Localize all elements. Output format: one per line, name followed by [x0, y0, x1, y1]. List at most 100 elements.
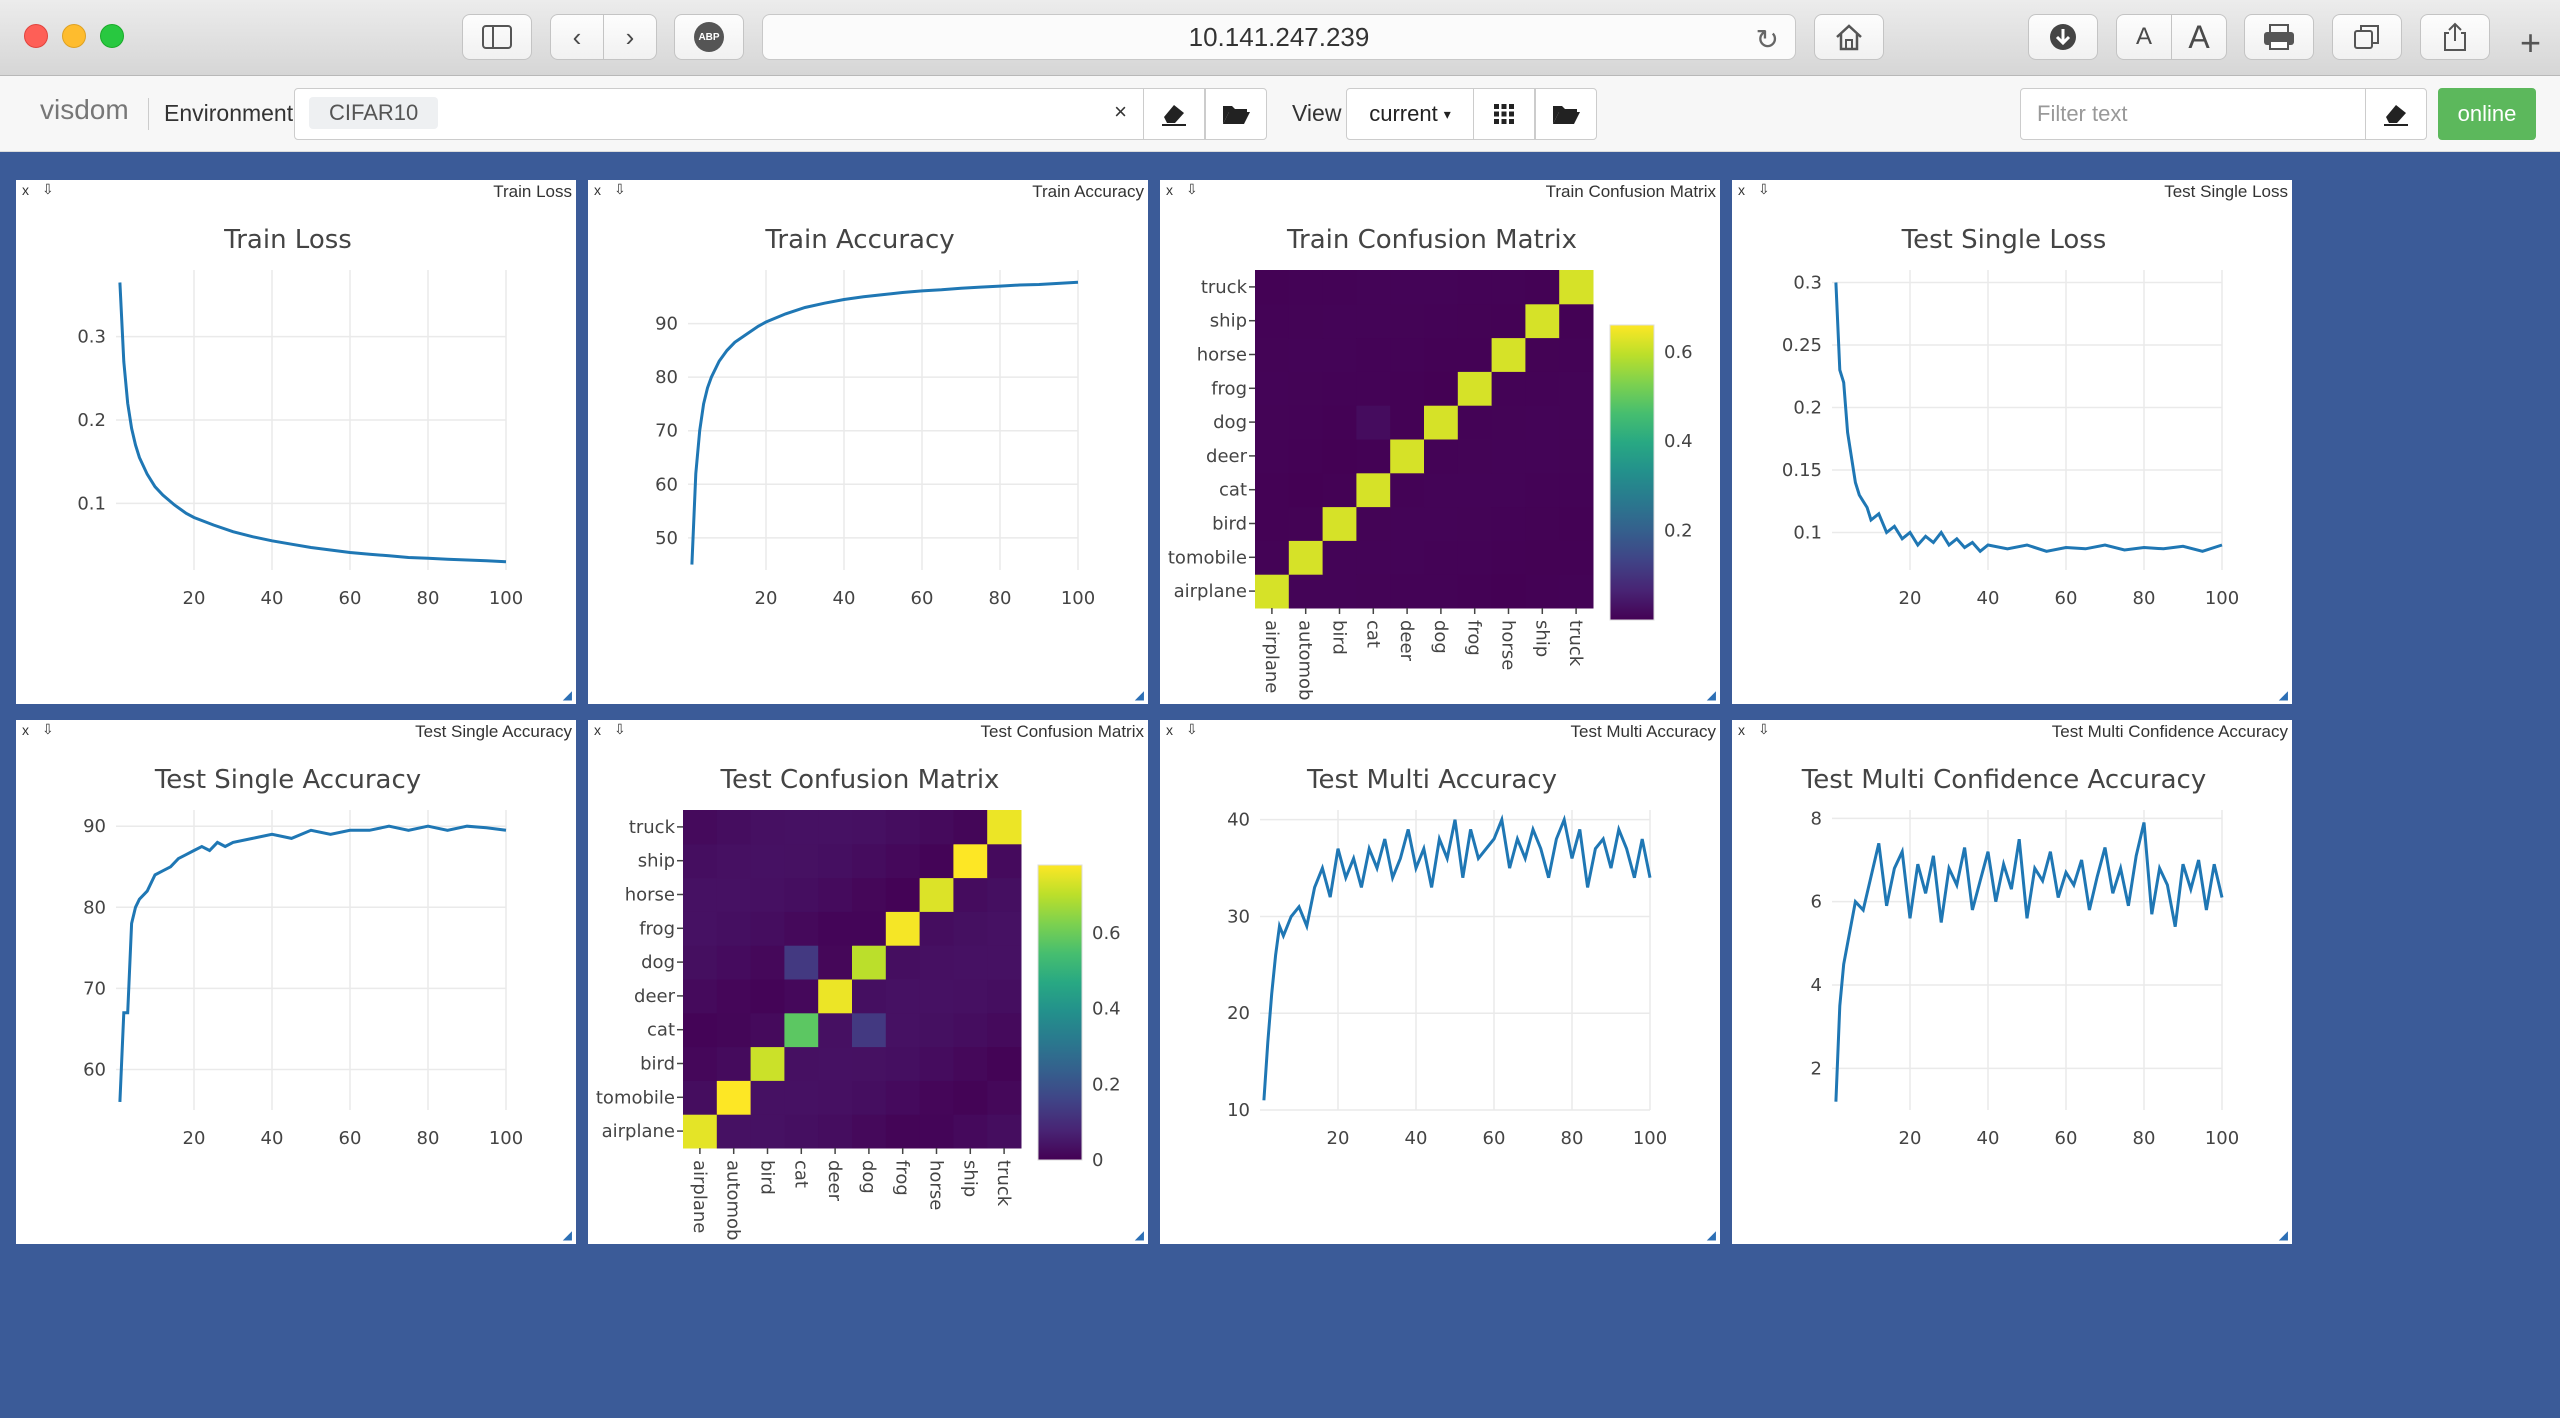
- heatmap-cell: [1424, 439, 1459, 474]
- view-select[interactable]: current ▾: [1346, 88, 1474, 140]
- resize-handle-icon[interactable]: ◢: [1706, 1228, 1716, 1242]
- heatmap-cell: [1390, 540, 1425, 575]
- share-button[interactable]: [2420, 14, 2490, 60]
- heatmap-cell: [784, 945, 819, 980]
- view-select-value: current: [1369, 101, 1438, 126]
- download-pane-icon[interactable]: ⇩: [1186, 181, 1198, 197]
- grid-icon: [1494, 104, 1514, 124]
- environment-tag[interactable]: CIFAR10: [309, 97, 439, 129]
- pane-train-loss[interactable]: x ⇩ Train Loss ◢ Train Loss 20 40 60 80 100 0.1 0.2…: [16, 180, 576, 704]
- download-pane-icon[interactable]: ⇩: [42, 721, 54, 737]
- pane-train-accuracy[interactable]: x ⇩ Train Accuracy ◢ Train Accuracy 20 40 60 80 1…: [588, 180, 1148, 704]
- y-tick-label: 4: [1811, 975, 1822, 996]
- heatmap-cell: [953, 843, 988, 879]
- resize-handle-icon[interactable]: ◢: [1134, 688, 1144, 702]
- close-pane-icon[interactable]: x: [22, 182, 29, 198]
- close-pane-icon[interactable]: x: [1166, 182, 1173, 198]
- pane-window-title: Test Confusion Matrix: [980, 722, 1144, 741]
- y-tick-label: 2: [1811, 1058, 1822, 1079]
- adblock-button[interactable]: ABP: [674, 14, 744, 60]
- download-pane-icon[interactable]: ⇩: [1758, 181, 1770, 197]
- filter-input[interactable]: Filter text: [2020, 88, 2366, 140]
- print-button[interactable]: [2244, 14, 2314, 60]
- repack-button[interactable]: [1473, 88, 1535, 140]
- heatmap-cell: [919, 1114, 954, 1149]
- x-category-label: horse: [1498, 620, 1519, 670]
- y-tick-label: 80: [655, 367, 678, 388]
- address-bar[interactable]: 10.141.247.239 ↻: [762, 14, 1796, 60]
- environment-select[interactable]: CIFAR10 ×: [294, 88, 1144, 140]
- heatmap-cell: [1356, 270, 1391, 305]
- reload-icon[interactable]: ↻: [1755, 24, 1779, 55]
- heatmap-cell: [987, 1046, 1022, 1081]
- close-pane-icon[interactable]: x: [1166, 722, 1173, 738]
- new-tab-icon[interactable]: +: [2520, 22, 2542, 63]
- heatmap-cell: [1559, 405, 1594, 440]
- close-window-button[interactable]: [24, 24, 48, 48]
- resize-handle-icon[interactable]: ◢: [2278, 688, 2288, 702]
- heatmap-cell: [1255, 540, 1290, 575]
- heatmap-cell: [1322, 337, 1357, 372]
- pane-test-confusion[interactable]: x ⇩ Test Confusion Matrix ◢ Test Confusion M…: [588, 720, 1148, 1244]
- clear-environment-icon[interactable]: ×: [1114, 99, 1127, 124]
- heatmap-cell: [716, 945, 752, 980]
- clear-env-button[interactable]: [1143, 88, 1205, 140]
- heatmap-cell: [919, 877, 954, 912]
- resize-handle-icon[interactable]: ◢: [1134, 1228, 1144, 1242]
- increase-font-button[interactable]: A: [2171, 14, 2227, 60]
- tabs-icon: [2354, 25, 2379, 49]
- series-line: [118, 824, 507, 1102]
- manage-views-button[interactable]: [1535, 88, 1597, 140]
- pane-test-single-accuracy[interactable]: x ⇩ Test Single Accuracy ◢ Test Single Accur…: [16, 720, 576, 1244]
- environment-label: Environment: [164, 100, 294, 126]
- forward-button[interactable]: ›: [603, 14, 657, 60]
- pane-test-single-loss[interactable]: x ⇩ Test Single Loss ◢ Test Single Loss 20 40 6…: [1732, 180, 2292, 704]
- download-pane-icon[interactable]: ⇩: [614, 721, 626, 737]
- pane-train-confusion[interactable]: x ⇩ Train Confusion Matrix ◢ Train Confusion…: [1160, 180, 1720, 704]
- colorbar-tick-label: 0.4: [1092, 999, 1121, 1020]
- resize-handle-icon[interactable]: ◢: [2278, 1228, 2288, 1242]
- heatmap-cell: [1322, 506, 1357, 541]
- heatmap-cell: [784, 843, 819, 879]
- close-pane-icon[interactable]: x: [594, 722, 601, 738]
- tabs-button[interactable]: [2332, 14, 2402, 60]
- pane-test-multi-confidence[interactable]: x ⇩ Test Multi Confidence Accuracy ◢ Test Mu…: [1732, 720, 2292, 1244]
- download-pane-icon[interactable]: ⇩: [614, 181, 626, 197]
- heatmap-cell: [852, 945, 887, 980]
- heatmap-cell: [987, 810, 1022, 845]
- resize-handle-icon[interactable]: ◢: [562, 688, 572, 702]
- heatmap-cell: [1424, 472, 1459, 508]
- heatmap-cell: [1322, 540, 1357, 575]
- heatmap-cell: [1491, 337, 1526, 372]
- sidebar-toggle-button[interactable]: [462, 14, 532, 60]
- manage-env-button[interactable]: [1205, 88, 1267, 140]
- close-pane-icon[interactable]: x: [1738, 722, 1745, 738]
- colorbar-tick-label: 0.6: [1092, 923, 1121, 944]
- downloads-button[interactable]: [2028, 14, 2098, 60]
- y-category-label: dog: [641, 952, 675, 973]
- heatmap-cell: [1559, 270, 1594, 305]
- zoom-window-button[interactable]: [100, 24, 124, 48]
- resize-handle-icon[interactable]: ◢: [562, 1228, 572, 1242]
- heatmap-cell: [1322, 574, 1357, 609]
- x-tick-label: 100: [2205, 1128, 2239, 1149]
- download-pane-icon[interactable]: ⇩: [1186, 721, 1198, 737]
- close-pane-icon[interactable]: x: [594, 182, 601, 198]
- download-pane-icon[interactable]: ⇩: [42, 181, 54, 197]
- heatmap-cell: [716, 911, 752, 946]
- decrease-font-button[interactable]: A: [2116, 14, 2172, 60]
- pane-test-multi-accuracy[interactable]: x ⇩ Test Multi Accuracy ◢ Test Multi Accurac…: [1160, 720, 1720, 1244]
- close-pane-icon[interactable]: x: [1738, 182, 1745, 198]
- minimize-window-button[interactable]: [62, 24, 86, 48]
- pane-window-title: Test Single Accuracy: [415, 722, 572, 741]
- print-icon: [2264, 24, 2294, 50]
- heatmap-cell: [1322, 405, 1357, 440]
- clear-filter-button[interactable]: [2365, 88, 2427, 140]
- back-button[interactable]: ‹: [550, 14, 604, 60]
- resize-handle-icon[interactable]: ◢: [1706, 688, 1716, 702]
- home-button[interactable]: [1814, 14, 1884, 60]
- heatmap-cell: [953, 1080, 988, 1115]
- download-pane-icon[interactable]: ⇩: [1758, 721, 1770, 737]
- close-pane-icon[interactable]: x: [22, 722, 29, 738]
- heatmap-cell: [1322, 472, 1357, 508]
